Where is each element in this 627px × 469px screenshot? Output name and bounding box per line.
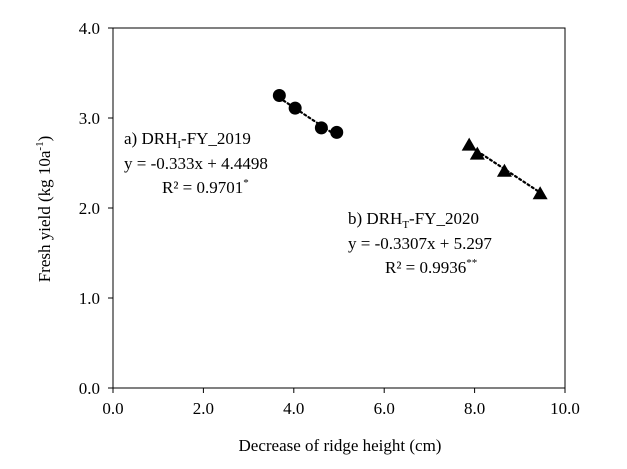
annotation-a-prefix: a) DRH [124, 129, 177, 148]
annotation-b-sig: ** [466, 257, 477, 269]
plot-area: 0.0 2.0 4.0 6.0 8.0 10.0 0.0 1.0 2.0 3.0 4.0 [79, 19, 580, 418]
svg-text:R² = 0.9701*: R² = 0.9701* [162, 177, 249, 197]
x-tick-label: 4.0 [283, 399, 304, 418]
y-axis-title-main: Fresh yield (kg 10a [35, 150, 54, 282]
x-axis-title: Decrease of ridge height (cm) [239, 436, 442, 455]
svg-text:a) DRHI-FY_2019: a) DRHI-FY_2019 [124, 129, 251, 151]
x-tick-label: 10.0 [550, 399, 580, 418]
annotation-a-sub: I [177, 139, 181, 151]
annotation-a: a) DRHI-FY_2019 y = -0.333x + 4.4498 R² … [124, 129, 268, 197]
annotation-a-r2: R² = 0.9701 [162, 178, 243, 197]
x-tick-label: 0.0 [102, 399, 123, 418]
annotation-a-equation: y = -0.333x + 4.4498 [124, 154, 268, 173]
y-tick-label: 2.0 [79, 199, 100, 218]
svg-text:b) DRHT-FY_2020: b) DRHT-FY_2020 [348, 209, 479, 231]
series-2-point [461, 137, 477, 151]
y-axis-title-sup: -1 [34, 141, 46, 150]
annotation-b-sub: T [402, 219, 409, 231]
y-tick-label: 3.0 [79, 109, 100, 128]
trendline-1 [278, 96, 338, 137]
annotation-b: b) DRHT-FY_2020 y = -0.3307x + 5.297 R² … [348, 209, 492, 277]
annotation-b-prefix: b) DRH [348, 209, 402, 228]
annotation-b-equation: y = -0.3307x + 5.297 [348, 234, 492, 253]
annotation-a-sig: * [243, 177, 249, 189]
y-tick-label: 1.0 [79, 289, 100, 308]
series-1-point [314, 121, 328, 135]
x-tick-label: 2.0 [193, 399, 214, 418]
series-1-point [288, 101, 302, 115]
series-2-point [496, 163, 512, 177]
x-tick-label: 6.0 [374, 399, 395, 418]
y-axis-title: Fresh yield (kg 10a-1) [34, 136, 54, 283]
y-tick-label: 0.0 [79, 379, 100, 398]
series-2-point [532, 186, 548, 200]
annotation-a-suffix: -FY_2019 [181, 129, 251, 148]
y-axis-title-end: ) [35, 136, 54, 142]
plot-frame [112, 27, 566, 389]
y-tick-label: 4.0 [79, 19, 100, 38]
annotation-b-suffix: -FY_2020 [409, 209, 479, 228]
annotation-b-r2: R² = 0.9936 [385, 258, 466, 277]
x-tick-label: 8.0 [464, 399, 485, 418]
series-1-point [330, 125, 344, 139]
series-2-point [469, 146, 485, 160]
series-1-point [272, 89, 286, 102]
svg-text:R² = 0.9936**: R² = 0.9936** [385, 257, 477, 277]
